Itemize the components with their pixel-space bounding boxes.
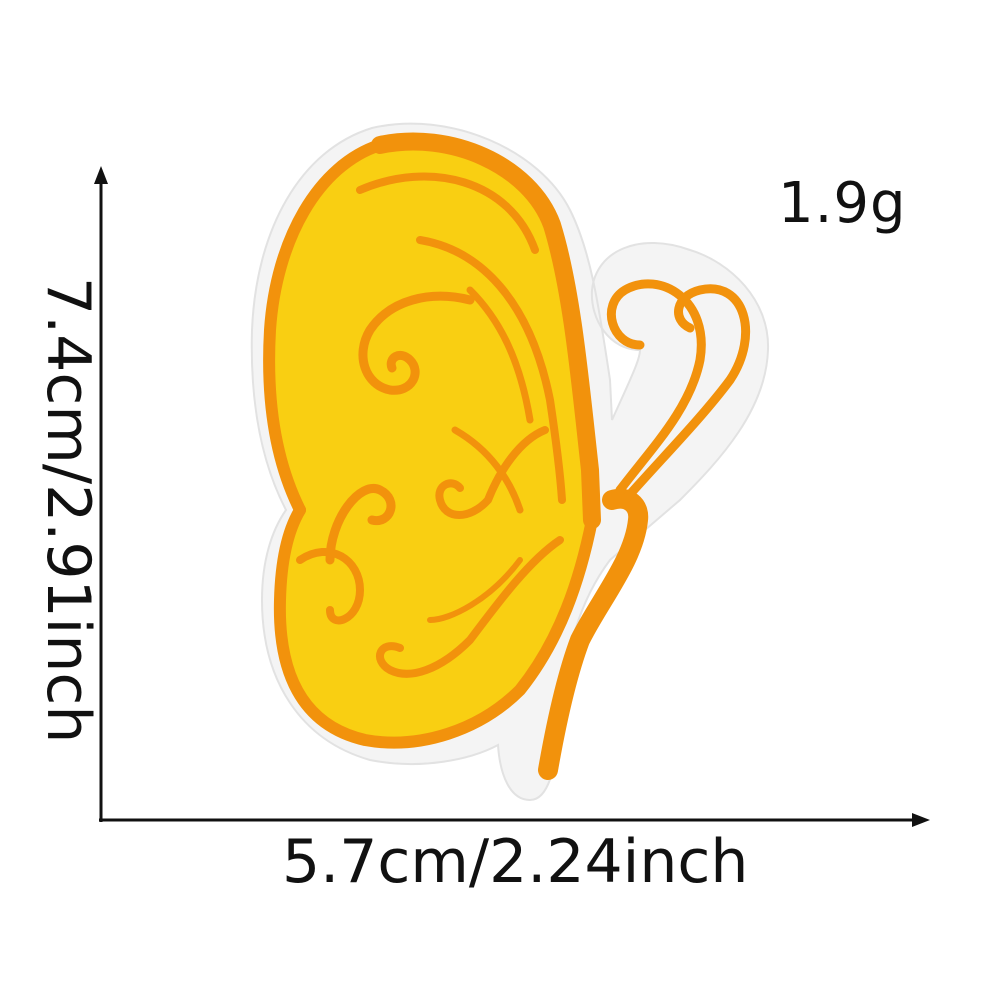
height-axis-arrow-icon — [94, 166, 108, 822]
width-axis-arrow-icon — [99, 813, 930, 827]
butterfly-body — [538, 488, 649, 780]
weight-label: 1.9g — [778, 171, 907, 236]
antenna-inner — [606, 279, 706, 495]
height-label: 7.4cm/2.91inch — [33, 277, 103, 744]
upper-wing — [269, 141, 592, 520]
butterfly-patch-icon — [250, 122, 770, 802]
width-label: 5.7cm/2.24inch — [282, 827, 749, 897]
